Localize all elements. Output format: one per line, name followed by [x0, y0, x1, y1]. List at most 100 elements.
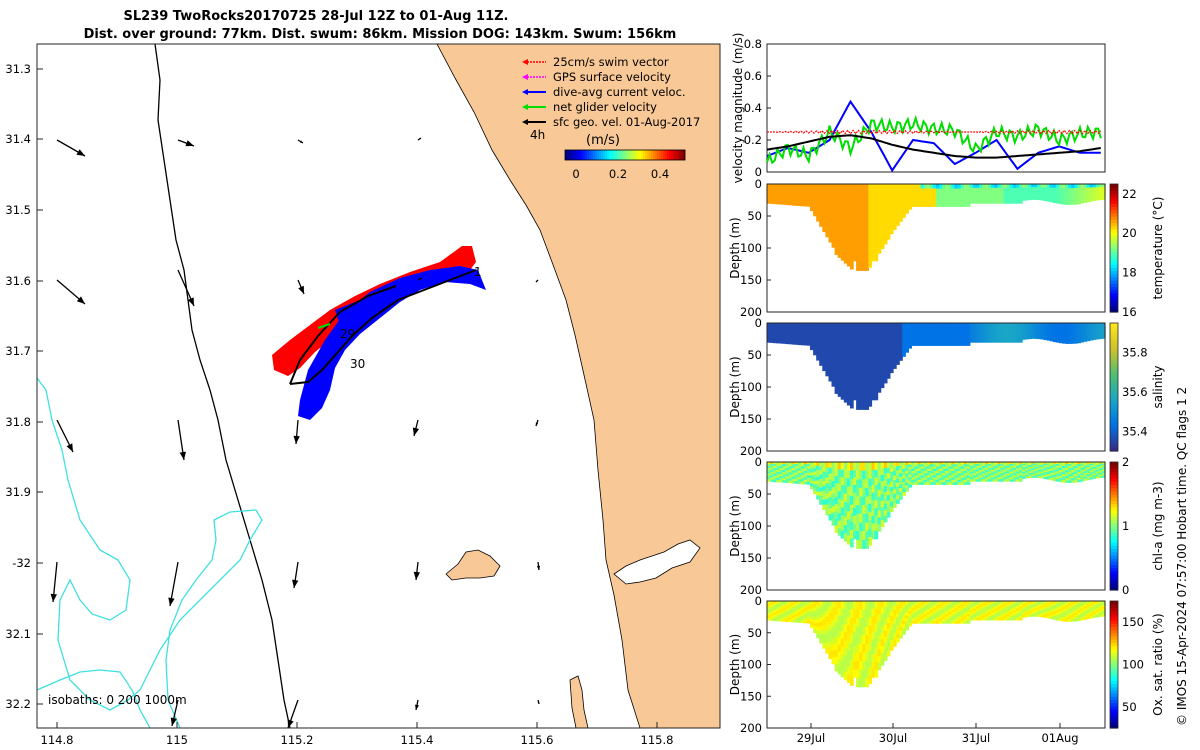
vel-ytick-label: 0	[755, 165, 762, 179]
lat-tick-label: 31.4	[5, 132, 31, 146]
legend-label: net glider velocity	[553, 100, 657, 114]
depth-tick-label: 100	[740, 519, 762, 533]
time-tick-label: 30Jul	[879, 731, 908, 745]
depth-tick-label: 0	[755, 455, 762, 469]
depth-ylabel: Depth (m)	[728, 634, 742, 695]
legend-item: sfc geo. vel. 01-Aug-2017	[522, 115, 700, 129]
geo-vel-arrow	[170, 699, 179, 727]
geo-vel-arrow	[177, 419, 186, 461]
depth-tick-label: 0	[755, 316, 762, 330]
colorbar-tick-label: 35.6	[1122, 385, 1148, 399]
geo-vel-arrow	[287, 699, 299, 728]
lat-tick-label: 31.9	[5, 485, 31, 499]
section-temperature: 0 50 100 150 200 Depth (m) 16 18 20 22 temperature…	[728, 177, 1165, 319]
colorbar-tick-label: 22	[1122, 187, 1137, 201]
vel-ylabel: velocity magnitude (m/s)	[731, 33, 745, 184]
vel-series-line	[766, 134, 1101, 159]
map-axes: 114.8 115 115.2 115.4 115.6 115.8 31.3 31.4 31.5…	[5, 62, 673, 747]
legend-label: 25cm/s swim vector	[553, 55, 669, 69]
lon-tick-label: 115.2	[281, 733, 314, 747]
colorbar-tick-label: 100	[1122, 658, 1144, 672]
colorbar-tick-label: 18	[1122, 266, 1137, 280]
legend-label: GPS surface velocity	[553, 70, 671, 84]
depth-tick-label: 200	[740, 305, 762, 319]
map-colorbar: 0 0.2 0.4	[564, 149, 686, 181]
depth-tick-label: 150	[740, 412, 762, 426]
geo-vel-arrow	[293, 419, 300, 445]
isobath-200m	[37, 377, 263, 728]
depth-tick-label: 50	[747, 348, 762, 362]
section-chl-a: 0 50 100 150 200 Depth (m) 0 1 2 chl-a (mg m-3)	[728, 455, 1165, 597]
colorbar-label-map: (m/s)	[586, 133, 620, 148]
lat-tick-label: 31.8	[5, 415, 31, 429]
colorbar-tick-label: 20	[1122, 226, 1137, 240]
geo-vel-arrow	[56, 279, 86, 305]
legend-item: dive-avg current veloc.	[522, 85, 686, 99]
depth-tick-label: 0	[755, 177, 762, 191]
vel-ytick-label: 0.4	[744, 101, 762, 115]
section-oxygen: 0 50 100 150 200 Depth (m) 50 100 150 Ox. sat. ra…	[728, 594, 1165, 735]
section-salinity: 0 50 100 150 200 Depth (m) 35.4 35.6 35.8salinit…	[728, 316, 1165, 458]
colorbar-tick-label: 0	[1122, 583, 1129, 597]
colorbar-label: temperature (°C)	[1151, 197, 1165, 300]
isobath-note: isobaths: 0 200 1000m	[48, 693, 187, 707]
glider-track: 1 29 30	[272, 246, 486, 420]
geo-vel-arrow	[297, 279, 305, 295]
colorbar-tick-label: 2	[1122, 455, 1129, 469]
colorbar-tick-label: 35.8	[1122, 346, 1148, 360]
day-label-30: 30	[350, 357, 365, 371]
time-tick-label: 29Jul	[797, 731, 826, 745]
geo-vel-arrow	[537, 699, 540, 705]
lon-tick-label: 114.8	[41, 733, 74, 747]
sfc-geo-vel-arrows	[50, 137, 541, 728]
legend-label: sfc geo. vel. 01-Aug-2017	[553, 115, 700, 129]
legend-label: dive-avg current veloc.	[553, 85, 686, 99]
lat-tick-label: 32.2	[5, 697, 31, 711]
legend-item: net glider velocity	[522, 100, 657, 114]
lat-tick-label: 31.7	[5, 344, 31, 358]
river-inlet	[613, 539, 701, 585]
day-label-29: 29	[340, 327, 355, 341]
lat-tick-label: 31.5	[5, 203, 31, 217]
lon-tick-label: 115.4	[401, 733, 434, 747]
day-label-1: 1	[474, 265, 482, 279]
lat-tick-label: -32	[12, 556, 31, 570]
credit-text: © IMOS 15-Apr-2024 07:57:00 Hobart time.…	[1175, 387, 1189, 726]
title-line-1: SL239 TwoRocks20170725 28-Jul 12Z to 01-…	[124, 9, 509, 24]
depth-ylabel: Depth (m)	[728, 356, 742, 417]
title-line-2: Dist. over ground: 77km. Dist. swum: 86k…	[84, 27, 677, 42]
depth-tick-label: 0	[755, 594, 762, 608]
time-marker: 4h	[530, 128, 545, 142]
lat-tick-label: 31.3	[5, 62, 31, 76]
geo-vel-arrow	[535, 279, 539, 283]
depth-tick-label: 200	[740, 583, 762, 597]
colorbar-tick-label: 150	[1122, 615, 1144, 629]
depth-ylabel: Depth (m)	[728, 495, 742, 556]
geo-vel-arrow	[292, 561, 299, 589]
legend-item: GPS surface velocity	[522, 70, 671, 84]
geo-vel-arrow	[297, 139, 304, 144]
depth-tick-label: 100	[740, 658, 762, 672]
map-colorbar-tick: 0	[572, 167, 579, 181]
map-colorbar-tick: 0.4	[651, 167, 669, 181]
geo-vel-arrow	[413, 561, 421, 581]
map-colorbar-tick: 0.2	[609, 167, 627, 181]
depth-tick-label: 50	[747, 626, 762, 640]
depth-tick-label: 200	[740, 444, 762, 458]
geo-vel-arrow	[56, 139, 86, 157]
depth-tick-label: 50	[747, 487, 762, 501]
colorbar-label: salinity	[1151, 365, 1165, 408]
depth-tick-label: 50	[747, 209, 762, 223]
colorbar-label: chl-a (mg m-3)	[1151, 481, 1165, 570]
geo-vel-arrow	[56, 419, 74, 453]
depth-tick-label: 100	[740, 380, 762, 394]
vel-series-line	[766, 99, 1101, 173]
island-rottnest	[445, 549, 501, 581]
vel-series-line	[766, 129, 1102, 135]
depth-tick-label: 100	[740, 241, 762, 255]
geo-vel-arrow	[415, 699, 419, 711]
isobath-200m-b	[37, 669, 151, 728]
